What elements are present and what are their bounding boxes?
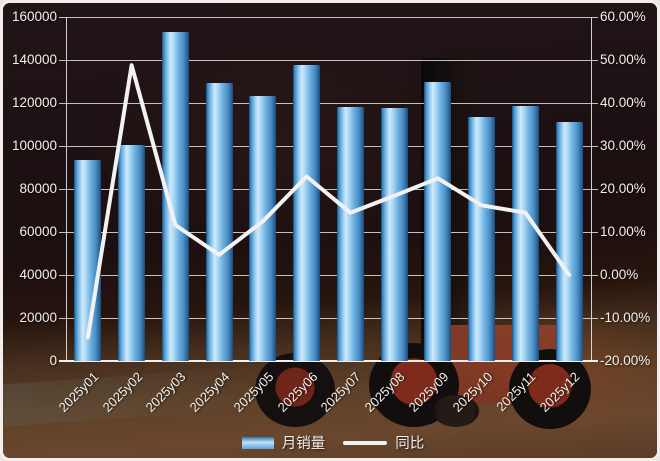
bar-2025y11 — [511, 105, 539, 361]
left-axis-tick: 60000 — [19, 224, 57, 239]
bar-2025y02 — [118, 144, 146, 361]
forklift-wheel-small — [433, 395, 479, 427]
combo-chart: 160000 140000 120000 100000 80000 60000 40000 2… — [3, 3, 657, 458]
bar-2025y08 — [380, 108, 408, 361]
right-axis-line — [591, 17, 592, 361]
bar-legend-label: 月销量 — [281, 436, 326, 452]
bar-2025y04 — [205, 83, 233, 361]
right-axis-tick: 60.00% — [600, 9, 646, 24]
left-axis-tick: 40000 — [19, 267, 57, 282]
left-axis-tick: 140000 — [11, 52, 57, 67]
left-axis-tick: 100000 — [11, 138, 57, 153]
bar-2025y06 — [293, 65, 321, 361]
background-photo — [3, 3, 657, 458]
forklift-wheel-left — [255, 353, 335, 427]
line-series-layer — [85, 63, 572, 340]
gridline — [59, 232, 598, 233]
right-axis-tick: -10.00% — [600, 310, 651, 325]
gridline — [59, 318, 598, 319]
bar-2025y09 — [424, 82, 452, 361]
left-axis-tick: 160000 — [11, 9, 57, 24]
x-axis-baseline — [59, 360, 598, 362]
right-axis-tick: 10.00% — [600, 224, 646, 239]
right-axis-tick: 50.00% — [600, 52, 646, 67]
right-axis-tick: 30.00% — [600, 138, 646, 153]
bar-2025y07 — [336, 107, 364, 361]
forklift-wheel-right — [509, 349, 591, 429]
yoy-line — [85, 63, 572, 340]
line-legend-label: 同比 — [395, 436, 425, 452]
left-axis-tick: 120000 — [11, 95, 57, 110]
left-axis-tick: 20000 — [19, 310, 57, 325]
gridline — [59, 189, 598, 190]
right-axis-tick: 0.00% — [600, 267, 639, 282]
gridline — [59, 146, 598, 147]
right-axis-tick: -20.00% — [600, 353, 651, 368]
left-axis-tick: 0 — [49, 353, 57, 368]
bar-2025y12 — [555, 122, 583, 361]
left-axis-tick: 80000 — [19, 181, 57, 196]
gridline — [59, 17, 598, 18]
line-legend-swatch — [343, 440, 388, 445]
right-axis-tick: 40.00% — [600, 95, 646, 110]
right-axis-tick: 20.00% — [600, 181, 646, 196]
gridline — [59, 60, 598, 61]
bar-legend-swatch — [241, 436, 274, 449]
gridline — [59, 275, 598, 276]
chart-legend: 月销量 同比 — [3, 432, 657, 453]
left-axis-line — [66, 17, 67, 361]
gridline — [59, 103, 598, 104]
bar-2025y10 — [468, 116, 496, 361]
